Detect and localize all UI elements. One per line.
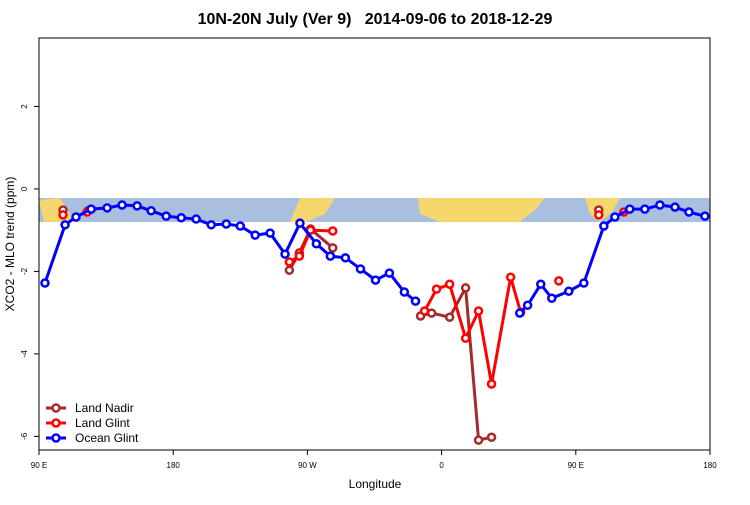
point — [250, 230, 260, 240]
point — [117, 200, 127, 210]
point — [599, 221, 609, 231]
point — [514, 308, 525, 318]
point — [460, 333, 471, 343]
legend-marker — [51, 403, 61, 413]
x-tick-label: 90 E — [31, 461, 47, 470]
point — [554, 276, 564, 286]
point — [327, 243, 338, 253]
legend-label: Land Glint — [75, 416, 130, 430]
point — [221, 219, 232, 229]
point — [594, 210, 604, 220]
point — [431, 284, 442, 294]
point — [473, 435, 484, 445]
point — [564, 286, 574, 296]
legend-marker — [51, 433, 61, 443]
point — [327, 226, 338, 236]
point — [206, 220, 216, 230]
point — [355, 264, 366, 274]
point — [325, 251, 336, 261]
legend-label: Ocean Glint — [75, 431, 139, 445]
series-line — [289, 212, 623, 384]
x-tick-label: 90 W — [298, 461, 317, 470]
point — [58, 210, 68, 220]
point — [60, 220, 70, 230]
point — [132, 201, 142, 211]
point — [640, 204, 650, 214]
point — [547, 293, 557, 303]
point — [486, 379, 497, 389]
point — [280, 249, 290, 259]
y-tick-label: -2 — [20, 267, 29, 275]
point — [370, 275, 381, 285]
x-tick-label: 180 — [167, 461, 181, 470]
point — [486, 432, 497, 442]
point — [295, 218, 305, 228]
point — [522, 300, 533, 310]
point — [71, 212, 81, 222]
point — [410, 296, 421, 306]
legend-label: Land Nadir — [75, 401, 134, 415]
point — [284, 257, 295, 267]
y-tick-label: -4 — [20, 350, 29, 358]
point — [235, 221, 246, 231]
point — [176, 213, 187, 223]
x-tick-label: 0 — [439, 461, 444, 470]
x-axis-label: Longitude — [349, 477, 402, 491]
point — [340, 253, 351, 263]
point — [610, 212, 620, 222]
point — [384, 268, 395, 278]
point — [311, 239, 322, 249]
point — [161, 211, 171, 221]
point — [399, 287, 410, 297]
point — [473, 306, 484, 316]
x-tick-label: 180 — [703, 461, 717, 470]
point — [579, 278, 589, 288]
y-tick-label: 2 — [20, 104, 29, 109]
map-band — [39, 198, 710, 222]
point — [284, 265, 295, 275]
point — [670, 202, 680, 212]
y-tick-label: 0 — [20, 186, 29, 191]
point — [102, 203, 112, 213]
point — [460, 283, 471, 293]
x-tick-label: 90 E — [568, 461, 584, 470]
point — [684, 207, 694, 217]
point — [655, 200, 665, 210]
point — [625, 204, 635, 214]
point — [444, 312, 455, 322]
plot-frame — [38, 37, 711, 451]
point — [505, 272, 516, 282]
point — [700, 211, 710, 221]
point — [294, 251, 305, 261]
legend-marker — [51, 418, 61, 428]
point — [86, 204, 96, 214]
point — [536, 279, 546, 289]
point — [146, 206, 156, 216]
point — [40, 278, 50, 288]
y-axis-label: XCO2 - MLO trend (ppm) — [3, 177, 17, 312]
y-tick-label: -6 — [20, 432, 29, 440]
point — [444, 279, 455, 289]
point — [419, 306, 430, 316]
chart-title: 10N-20N July (Ver 9) 2014-09-06 to 2018-… — [198, 11, 553, 28]
point — [265, 228, 275, 238]
point — [191, 214, 201, 224]
